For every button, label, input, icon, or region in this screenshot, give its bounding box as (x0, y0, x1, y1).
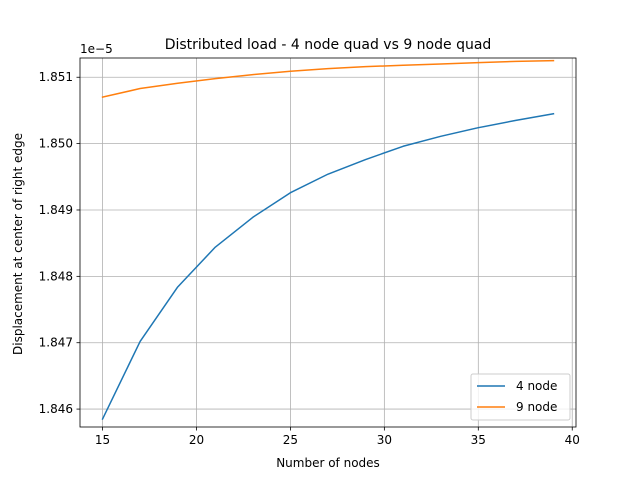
x-tick-label: 25 (283, 433, 298, 447)
axis-ticks: 15 20 25 30 35 40 1.846 1.847 1.848 1.849 1.850 1.8… (39, 70, 580, 447)
x-tick-label: 30 (377, 433, 392, 447)
legend-label-9-node: 9 node (516, 400, 557, 414)
x-tick-label: 35 (471, 433, 486, 447)
series-lines (101, 59, 555, 421)
y-tick-label: 1.847 (39, 336, 73, 350)
grid (80, 58, 576, 427)
x-axis-label: Number of nodes (276, 456, 380, 470)
legend: 4 node 9 node (470, 373, 571, 421)
series-line-9-node (101, 59, 555, 99)
y-tick-label: 1.851 (39, 70, 73, 84)
plot-frame (79, 57, 577, 428)
x-tick-label: 15 (95, 433, 110, 447)
y-offset-text: 1e−5 (80, 42, 113, 56)
legend-label-4-node: 4 node (516, 379, 557, 393)
series-line-4-node (101, 112, 555, 421)
x-tick-label: 40 (565, 433, 580, 447)
y-axis-label: Displacement at center of right edge (11, 133, 25, 355)
x-tick-label: 20 (189, 433, 204, 447)
chart-title: Distributed load - 4 node quad vs 9 node… (165, 37, 492, 53)
y-tick-label: 1.849 (39, 203, 73, 217)
y-tick-label: 1.850 (39, 137, 73, 151)
y-tick-label: 1.846 (39, 402, 73, 416)
y-tick-label: 1.848 (39, 269, 73, 283)
